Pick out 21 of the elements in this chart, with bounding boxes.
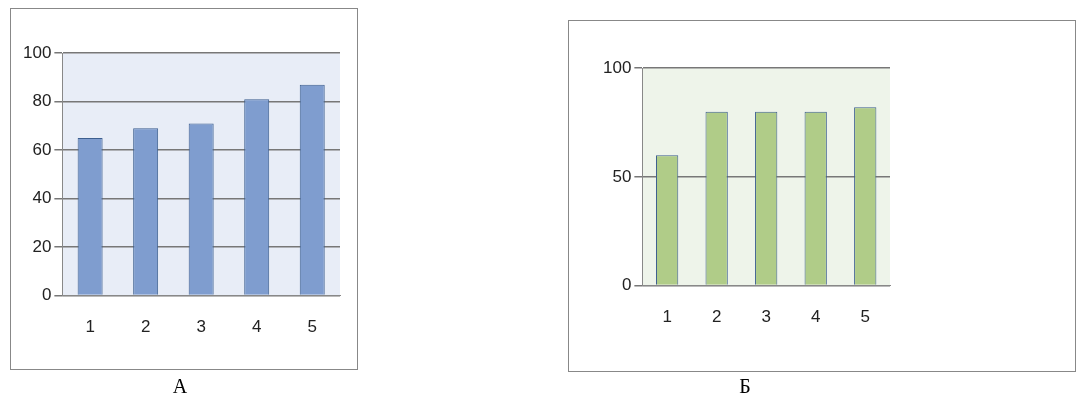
x-tick-label: 1 (85, 317, 95, 337)
text: А (172, 375, 188, 398)
y-tick-label: 100 (22, 42, 52, 62)
x-tick-label: 1 (662, 307, 672, 327)
y-tick-label: 100 (602, 57, 632, 77)
x-tick-label: 3 (196, 317, 206, 337)
y-tick-label: 40 (32, 188, 52, 208)
x-tick-label: 2 (711, 307, 722, 327)
y-tick-label: 0 (41, 285, 52, 305)
x-tick-label: 4 (810, 307, 821, 327)
x-tick-label: 5 (860, 307, 870, 327)
x-tick-label: 4 (251, 317, 262, 337)
text: Б (739, 375, 751, 398)
x-tick-label: 3 (761, 307, 771, 327)
y-tick-label: 80 (32, 91, 52, 111)
y-tick-label: 0 (621, 275, 632, 295)
x-tick-label: 2 (140, 317, 151, 337)
y-tick-label: 60 (32, 139, 52, 159)
y-tick-label: 20 (32, 236, 52, 256)
y-tick-label: 50 (612, 166, 632, 186)
x-tick-label: 5 (307, 317, 317, 337)
